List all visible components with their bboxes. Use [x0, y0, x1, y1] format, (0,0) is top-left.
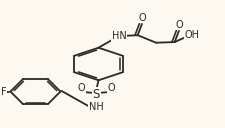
Text: O: O — [77, 83, 85, 93]
Text: O: O — [174, 20, 182, 30]
Text: OH: OH — [184, 30, 199, 40]
Text: NH: NH — [89, 102, 103, 112]
Text: O: O — [137, 13, 145, 23]
Text: S: S — [92, 88, 100, 101]
Text: HN: HN — [111, 31, 126, 41]
Text: F: F — [1, 87, 6, 97]
Text: O: O — [107, 83, 115, 93]
